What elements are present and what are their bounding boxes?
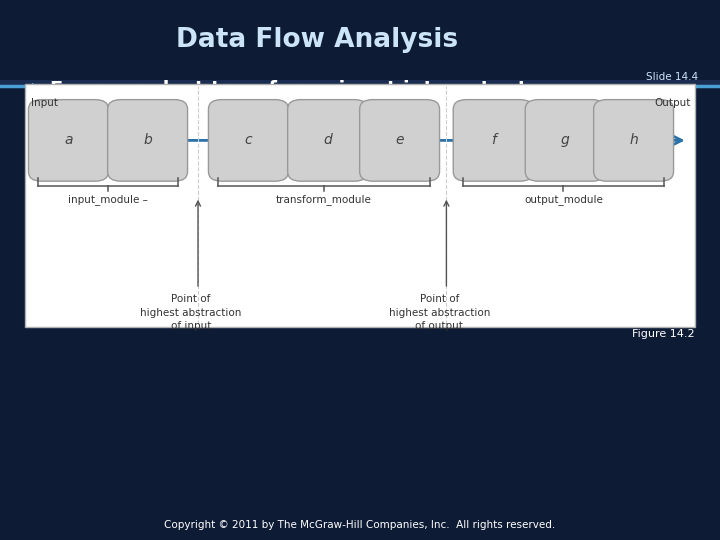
FancyBboxPatch shape [29,99,108,181]
Text: l: l [31,126,34,139]
Text: e: e [395,133,404,147]
Text: f: f [491,133,495,147]
Text: –  “Point of highest abstract of output”: – “Point of highest abstract of output” [72,195,367,210]
Text: d: d [323,133,332,147]
Text: b: b [143,133,152,147]
Text: Input: Input [31,98,58,107]
FancyBboxPatch shape [209,99,288,181]
Text: Every product transforms input into output: Every product transforms input into outp… [50,79,527,99]
Text: a: a [64,133,73,147]
Text: c: c [245,133,252,147]
Text: Point of
highest abstraction
of output: Point of highest abstraction of output [389,294,490,330]
Text: h: h [629,133,638,147]
Text: Point of
highest abstraction
of input: Point of highest abstraction of input [140,294,241,330]
FancyBboxPatch shape [526,99,605,181]
FancyBboxPatch shape [108,99,187,181]
Text: Figure 14.2: Figure 14.2 [632,329,695,340]
Text: input_module –: input_module – [68,194,148,205]
FancyBboxPatch shape [0,0,720,80]
Text: Determine: Determine [50,123,166,142]
FancyBboxPatch shape [25,84,695,327]
FancyBboxPatch shape [360,99,440,181]
FancyBboxPatch shape [0,80,720,86]
FancyBboxPatch shape [454,99,534,181]
Text: Data Flow Analysis: Data Flow Analysis [176,27,458,53]
Text: Output: Output [654,98,691,107]
FancyBboxPatch shape [288,99,367,181]
Text: l: l [31,83,34,96]
Text: Copyright © 2011 by The McGraw-Hill Companies, Inc.  All rights reserved.: Copyright © 2011 by The McGraw-Hill Comp… [164,520,556,530]
Text: –  “Point of highest abstraction of input”: – “Point of highest abstraction of input… [72,163,379,178]
Text: output_module: output_module [524,194,603,205]
Text: g: g [561,133,570,147]
FancyBboxPatch shape [593,99,674,181]
Text: transform_module: transform_module [276,194,372,205]
Text: Slide 14.4: Slide 14.4 [647,72,698,82]
